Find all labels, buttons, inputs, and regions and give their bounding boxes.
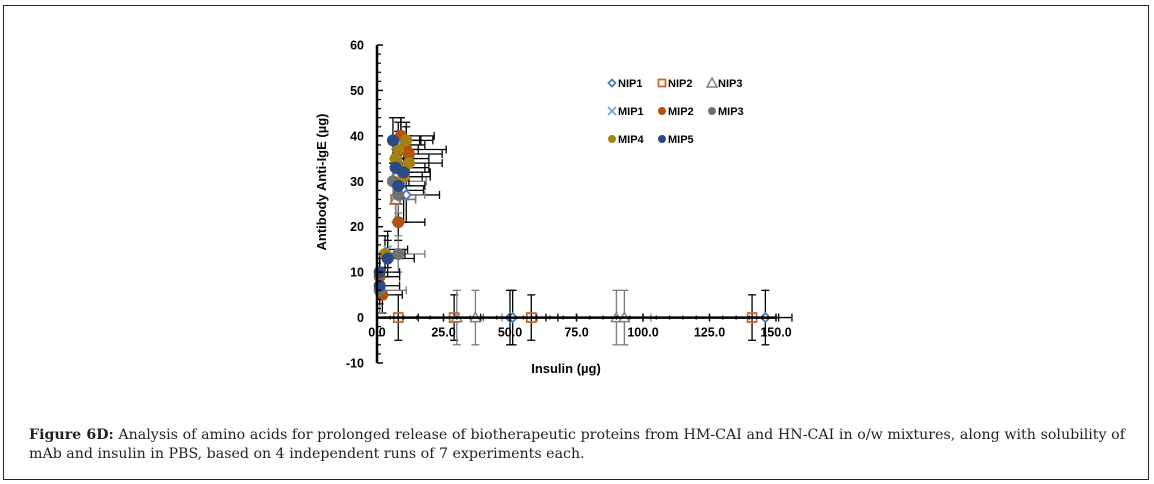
y-tick-label: 20 bbox=[350, 220, 364, 234]
data-point-mip3 bbox=[392, 188, 405, 201]
y-tick-label: 0 bbox=[357, 311, 364, 325]
legend-marker bbox=[608, 135, 616, 143]
legend-marker bbox=[705, 76, 719, 88]
data-points bbox=[373, 129, 772, 324]
marker-stroke bbox=[607, 106, 617, 116]
legend-item-nip3: NIP3 bbox=[705, 76, 742, 90]
legend-marker bbox=[708, 107, 716, 115]
legend-label: NIP2 bbox=[668, 78, 692, 90]
legend-item-mip4: MIP4 bbox=[608, 134, 645, 146]
x-tick-label: 0.0 bbox=[368, 326, 385, 340]
legend-item-mip3: MIP3 bbox=[708, 106, 744, 118]
x-tick-label: 100.0 bbox=[627, 326, 658, 340]
x-tick-label: 125.0 bbox=[694, 326, 725, 340]
figure-caption-text: Analysis of amino acids for prolonged re… bbox=[29, 427, 1125, 462]
legend-marker bbox=[607, 78, 617, 88]
y-tick-label: 50 bbox=[350, 84, 364, 98]
y-tick-label: 30 bbox=[350, 175, 364, 189]
x-tick-label: 150.0 bbox=[760, 326, 791, 340]
legend-label: MIP2 bbox=[668, 106, 694, 118]
legend-label: MIP4 bbox=[618, 134, 645, 146]
data-point-mip5 bbox=[386, 134, 399, 147]
data-point-mip5 bbox=[381, 252, 394, 265]
y-axis-title: Antibody Anti-IgE (µg) bbox=[314, 114, 329, 251]
data-point-mip2 bbox=[392, 216, 405, 229]
data-point-mip4 bbox=[400, 134, 413, 147]
legend-marker bbox=[657, 78, 667, 88]
legend-marker bbox=[607, 106, 617, 116]
legend-item-nip2: NIP2 bbox=[657, 78, 692, 90]
legend-item-mip1: MIP1 bbox=[607, 106, 644, 118]
data-point-mip4 bbox=[389, 152, 402, 165]
scatter-chart: -10 0 10 20 30 40 50 60 0.0 25.0 50.0 75.0 100.0 125.… bbox=[314, 39, 793, 376]
legend-item-nip1: NIP1 bbox=[607, 78, 642, 90]
legend-item-mip2: MIP2 bbox=[658, 106, 694, 118]
legend-label: NIP1 bbox=[618, 78, 642, 90]
x-axis-title: Insulin (µg) bbox=[531, 361, 601, 376]
legend-item-mip5: MIP5 bbox=[658, 134, 694, 146]
y-tick-label: -10 bbox=[346, 357, 364, 371]
legend: NIP1 NIP2 NIP3 MIP1 MIP2 MIP3 MIP4 MIP5 bbox=[607, 76, 744, 146]
legend-label: MIP3 bbox=[718, 106, 744, 118]
data-point-mip4 bbox=[392, 143, 405, 156]
legend-marker bbox=[658, 107, 666, 115]
data-point-mip2 bbox=[402, 148, 415, 161]
figure-frame bbox=[3, 5, 1149, 480]
data-point-mip4 bbox=[402, 157, 415, 170]
x-tick-label: 75.0 bbox=[564, 326, 588, 340]
legend-label: MIP1 bbox=[618, 106, 644, 118]
axes: -10 0 10 20 30 40 50 60 0.0 25.0 50.0 75.0 100.0 125.… bbox=[346, 39, 792, 371]
legend-label: NIP3 bbox=[718, 78, 742, 90]
x-tick-label: 25.0 bbox=[431, 326, 455, 340]
data-point-mip5 bbox=[392, 179, 405, 192]
x-tick-label: 50.0 bbox=[498, 326, 522, 340]
data-point-mip5 bbox=[397, 166, 410, 179]
legend-label: MIP5 bbox=[668, 134, 694, 146]
data-point-mip3 bbox=[392, 247, 405, 260]
figure-label: Figure 6D: bbox=[29, 427, 114, 443]
y-tick-label: 10 bbox=[350, 266, 364, 280]
legend-marker bbox=[658, 135, 666, 143]
figure-caption: Figure 6D: Analysis of amino acids for p… bbox=[29, 426, 1125, 464]
y-tick-label: 40 bbox=[350, 129, 364, 143]
error-bars bbox=[375, 117, 793, 346]
y-tick-label: 60 bbox=[350, 39, 364, 53]
